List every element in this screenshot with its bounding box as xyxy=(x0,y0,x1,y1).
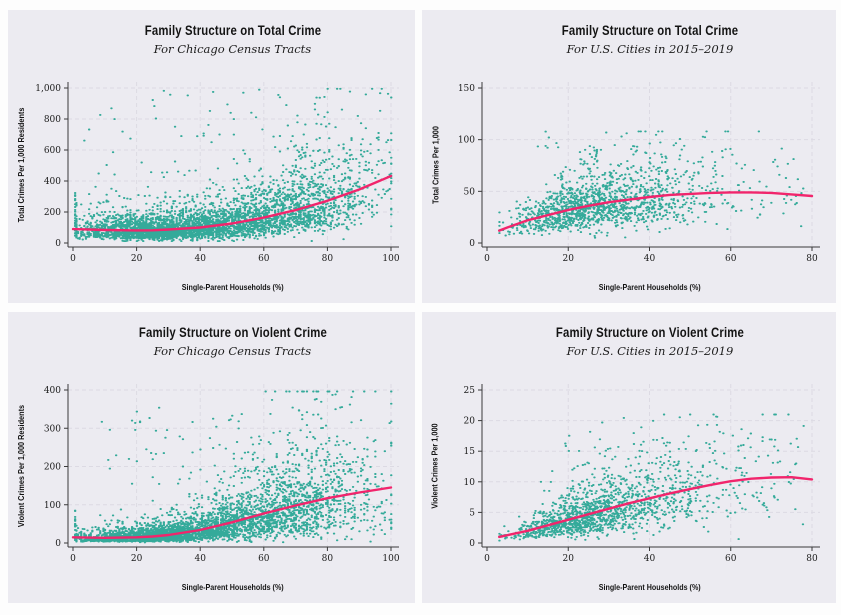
y-tick-label: 0 xyxy=(55,539,61,549)
y-tick-label: 200 xyxy=(44,208,61,218)
scatter-points xyxy=(498,130,805,239)
y-tick-label: 600 xyxy=(44,146,61,156)
y-tick-label: 150 xyxy=(458,84,475,94)
x-tick-label: 0 xyxy=(70,554,76,564)
x-tick-label: 20 xyxy=(563,254,575,264)
y-axis-label-text: Violent Crimes Per 1,000 Residents xyxy=(16,404,26,527)
chart-subtitle: For U.S. Cities in 2015–2019 xyxy=(566,41,734,56)
x-tick-label: 20 xyxy=(563,554,575,564)
y-tick-label: 25 xyxy=(464,386,476,396)
x-tick-label: 40 xyxy=(194,554,206,564)
x-tick-label: 40 xyxy=(644,554,656,564)
x-axis-label-text: Single-Parent Households (%) xyxy=(599,282,701,292)
chart-header: Family Structure on Violent Crime For U.… xyxy=(480,325,820,358)
x-tick-label: 80 xyxy=(322,254,334,264)
chart-title: Family Structure on Total Crime xyxy=(480,23,820,39)
y-tick-label: 100 xyxy=(44,501,61,511)
chart-title: Family Structure on Violent Crime xyxy=(66,325,399,341)
x-tick-label: 80 xyxy=(322,554,334,564)
y-tick-label: 10 xyxy=(464,478,476,488)
chart-subtitle: For Chicago Census Tracts xyxy=(153,343,312,358)
x-tick-label: 40 xyxy=(644,254,656,264)
y-tick-label: 400 xyxy=(44,386,61,396)
x-tick-label: 60 xyxy=(725,554,737,564)
y-tick-label: 0 xyxy=(469,539,475,549)
x-tick-label: 0 xyxy=(484,254,490,264)
chart-header: Family Structure on Total Crime For U.S.… xyxy=(480,23,820,56)
x-tick-label: 80 xyxy=(806,254,818,264)
x-axis-label: Single-Parent Households (%) xyxy=(480,582,820,592)
chart-header: Family Structure on Violent Crime For Ch… xyxy=(66,325,399,358)
chart-subtitle: For Chicago Census Tracts xyxy=(153,41,312,56)
plot-area: 0 20 40 60 80 0 5 10 15 20 25 xyxy=(464,384,820,564)
x-tick-label: 40 xyxy=(194,254,206,264)
x-axis-label-text: Single-Parent Households (%) xyxy=(181,282,284,292)
x-tick-label: 100 xyxy=(382,254,399,264)
plot-area: 0 20 40 60 80 0 50 100 150 xyxy=(458,82,820,264)
plot-area: 0 20 40 60 80 100 0 100 200 300 400 xyxy=(44,384,400,564)
x-tick-label: 100 xyxy=(382,554,399,564)
y-tick-label: 800 xyxy=(44,115,61,125)
plot-area: 0 20 40 60 80 100 0 200 400 600 800 1,000 xyxy=(35,82,400,264)
chart-title-text: Family Structure on Total Crime xyxy=(144,23,321,38)
y-tick-label: 1,000 xyxy=(35,84,61,94)
x-axis-label-text: Single-Parent Households (%) xyxy=(181,582,284,592)
y-axis-label: Total Crimes Per 1,000 Residents xyxy=(8,82,34,247)
x-tick-label: 0 xyxy=(70,254,76,264)
x-tick-label: 60 xyxy=(725,254,737,264)
x-tick-label: 20 xyxy=(131,554,143,564)
x-axis-label: Single-Parent Households (%) xyxy=(480,282,820,292)
chart-title: Family Structure on Violent Crime xyxy=(480,325,820,341)
trend-line xyxy=(498,191,814,232)
y-tick-label: 0 xyxy=(55,239,61,249)
chart-title-text: Family Structure on Violent Crime xyxy=(555,325,745,340)
panel-total-crime-us-cities: Family Structure on Total Crime For U.S.… xyxy=(422,10,836,303)
panel-violent-crime-us-cities: Family Structure on Violent Crime For U.… xyxy=(422,312,836,603)
chart-title-text: Family Structure on Violent Crime xyxy=(138,325,327,340)
chart-title: Family Structure on Total Crime xyxy=(66,23,399,39)
panel-total-crime-chicago: Family Structure on Total Crime For Chic… xyxy=(8,10,415,303)
chart-title-text: Family Structure on Total Crime xyxy=(561,23,739,38)
trend-line xyxy=(71,174,393,232)
x-axis-label: Single-Parent Households (%) xyxy=(66,582,399,592)
y-tick-label: 300 xyxy=(44,424,61,434)
x-axis-label: Single-Parent Households (%) xyxy=(66,282,399,292)
y-tick-label: 15 xyxy=(464,447,476,457)
y-tick-label: 400 xyxy=(44,177,61,187)
y-tick-label: 100 xyxy=(458,136,475,146)
y-axis-label-text: Total Crimes Per 1,000 xyxy=(430,125,440,204)
y-axis-label-text: Total Crimes Per 1,000 Residents xyxy=(16,107,27,222)
x-axis-label-text: Single-Parent Households (%) xyxy=(599,582,701,592)
x-tick-label: 80 xyxy=(806,554,818,564)
y-tick-label: 200 xyxy=(44,463,61,473)
panel-violent-crime-chicago: Family Structure on Violent Crime For Ch… xyxy=(8,312,415,603)
y-tick-label: 20 xyxy=(464,417,476,427)
scatter-points xyxy=(73,87,393,243)
y-axis-label: Total Crimes Per 1,000 xyxy=(422,82,448,247)
chart-header: Family Structure on Total Crime For Chic… xyxy=(66,23,399,56)
y-axis-label: Violent Crimes Per 1,000 xyxy=(422,384,448,547)
y-axis-label: Violent Crimes Per 1,000 Residents xyxy=(8,384,34,547)
x-tick-label: 0 xyxy=(484,554,490,564)
y-axis-label-text: Violent Crimes Per 1,000 xyxy=(430,422,440,509)
y-tick-label: 5 xyxy=(469,508,475,518)
y-tick-label: 50 xyxy=(464,187,476,197)
trend-line xyxy=(498,476,814,539)
y-tick-label: 0 xyxy=(469,239,475,249)
x-tick-label: 20 xyxy=(131,254,143,264)
x-tick-label: 60 xyxy=(258,254,270,264)
chart-subtitle: For U.S. Cities in 2015–2019 xyxy=(566,343,734,358)
x-tick-label: 60 xyxy=(258,554,270,564)
trend-line xyxy=(71,486,393,539)
